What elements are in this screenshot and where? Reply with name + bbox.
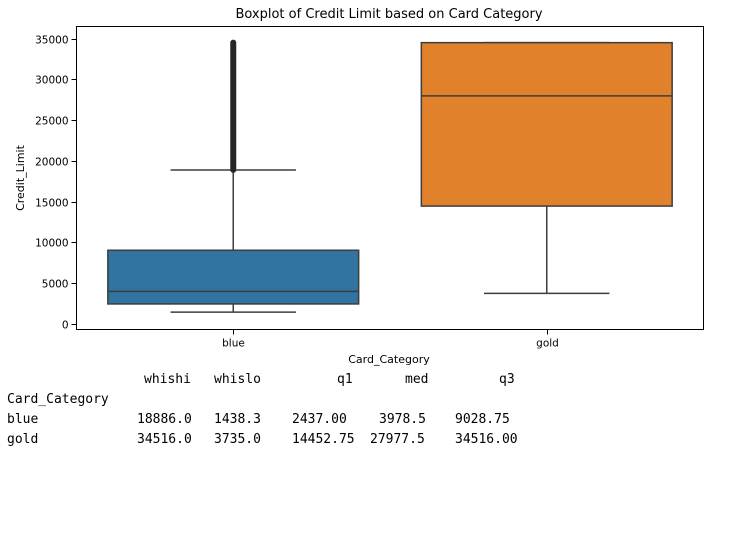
cell-q1: 2437.00 — [292, 412, 347, 427]
y-axis-label: Credit_Limit — [14, 144, 27, 211]
boxes-layer — [107, 39, 673, 313]
y-tick-label: 5000 — [42, 279, 69, 291]
cell-q1: 14452.75 — [292, 432, 355, 447]
iqr-box — [107, 249, 360, 305]
chart-title: Boxplot of Credit Limit based on Card Ca… — [235, 7, 542, 22]
plot-frame — [76, 26, 704, 330]
y-tick-label: 30000 — [35, 75, 68, 87]
box-gold — [420, 41, 673, 295]
col-header-whishi: whishi — [144, 372, 191, 387]
cell-whishi: 18886.0 — [137, 412, 192, 427]
col-header-q1: q1 — [337, 372, 353, 387]
cell-med: 3978.5 — [379, 412, 426, 427]
y-tick-label: 35000 — [35, 35, 68, 47]
cell-q3: 9028.75 — [455, 412, 510, 427]
stats-row-gold: gold 34516.0 3735.0 14452.75 27977.5 345… — [7, 432, 518, 452]
boxplot-chart: Boxplot of Credit Limit based on Card Ca… — [14, 7, 704, 366]
y-tick-label: 25000 — [35, 116, 68, 128]
row-label: gold — [7, 432, 39, 447]
x-axis: blue gold — [222, 329, 559, 350]
x-tick-label: blue — [222, 338, 245, 350]
index-name: Card_Category — [7, 392, 109, 407]
y-axis: 0 5000 10000 15000 20000 25000 30000 35000 — [35, 35, 77, 332]
stats-row-blue: blue 18886.0 1438.3 2437.00 3978.5 9028.… — [7, 412, 510, 432]
cell-med: 27977.5 — [370, 432, 425, 447]
col-header-q3: q3 — [499, 372, 515, 387]
y-tick-label: 15000 — [35, 198, 68, 210]
x-axis-label: Card_Category — [348, 353, 430, 366]
y-tick-label: 20000 — [35, 157, 68, 169]
x-tick-label: gold — [536, 338, 559, 350]
cell-whishi: 34516.0 — [137, 432, 192, 447]
cell-q3: 34516.00 — [455, 432, 518, 447]
stats-index-row: Card_Category — [7, 392, 109, 412]
box-blue — [107, 39, 360, 313]
y-tick-label: 0 — [62, 320, 69, 332]
stats-table: whishi whislo q1 med q3 Card_Category bl… — [7, 372, 518, 452]
y-tick-label: 10000 — [35, 238, 68, 250]
stats-header-row: whishi whislo q1 med q3 — [7, 372, 515, 392]
cell-whislo: 1438.3 — [214, 412, 261, 427]
row-label: blue — [7, 412, 39, 427]
iqr-box — [420, 41, 673, 207]
col-header-whislo: whislo — [214, 372, 261, 387]
cell-whislo: 3735.0 — [214, 432, 261, 447]
col-header-med: med — [405, 372, 429, 387]
